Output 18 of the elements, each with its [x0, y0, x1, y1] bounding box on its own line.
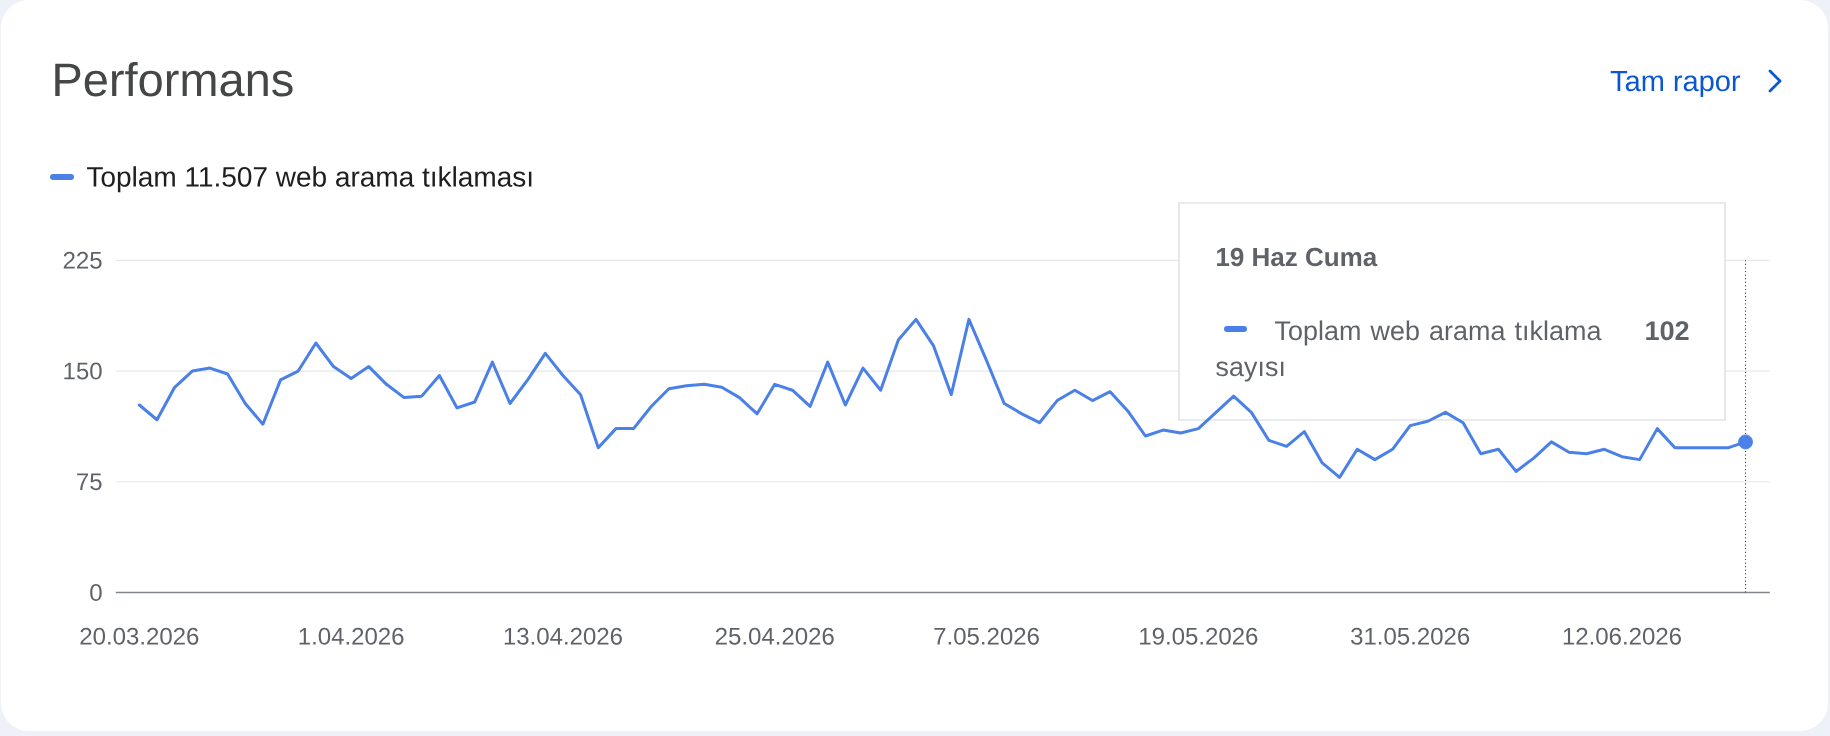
y-tick-label: 0 — [90, 584, 102, 601]
annotation: 102 — [1646, 321, 1689, 341]
y-tick-label: 225 — [63, 251, 102, 269]
x-tick-label: 19.05.2026 — [1140, 627, 1258, 645]
x-tick-label: 1.04.2026 — [299, 627, 404, 645]
x-tick-label: 31.05.2026 — [1351, 627, 1470, 645]
chart-title: Performans — [55, 62, 293, 97]
x-tick-label: 12.06.2026 — [1563, 627, 1681, 645]
text: Tam rapor — [1610, 71, 1741, 98]
x-tick-label: 20.03.2026 — [80, 627, 199, 645]
y-tick-label: 150 — [64, 362, 102, 380]
x-tick-label: 7.05.2026 — [934, 627, 1039, 645]
y-tick-label: 75 — [77, 473, 102, 491]
x-tick-label: 13.04.2026 — [504, 627, 622, 645]
annotation: 19 Haz Cuma — [1217, 247, 1378, 267]
annotation: Toplam web arama tıklama sayısı — [1216, 320, 1602, 382]
x-tick-label: 25.04.2026 — [715, 627, 834, 645]
legend-label: Toplam 11.507 web arama tıklaması — [87, 166, 532, 193]
